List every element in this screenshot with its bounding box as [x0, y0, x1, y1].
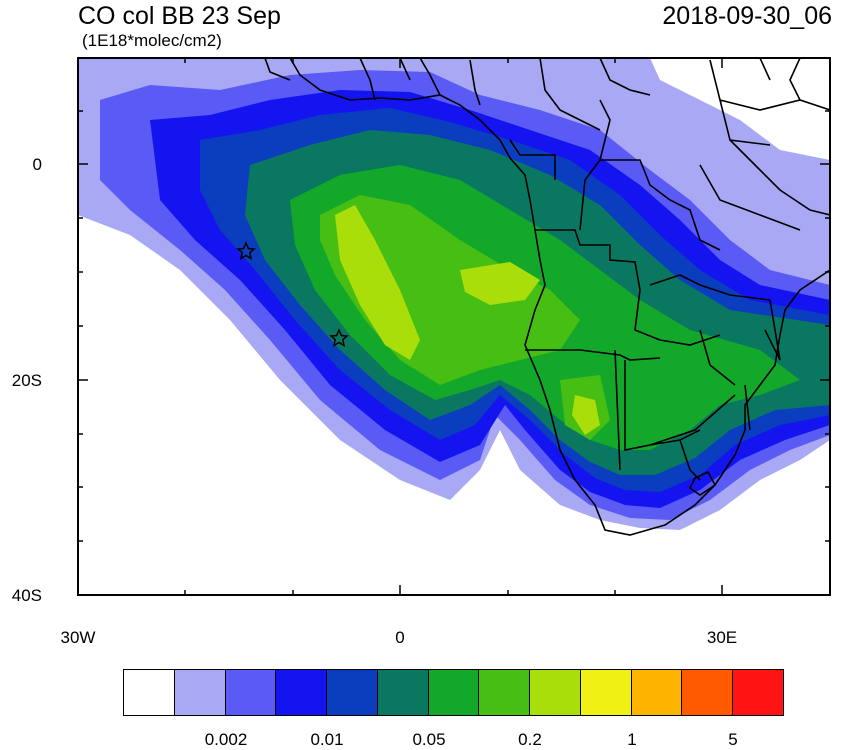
lat-label-20s: 20S [11, 371, 42, 390]
colorbar-swatch [376, 669, 429, 716]
colorbar-swatch [681, 669, 734, 716]
colorbar-swatch [478, 669, 531, 716]
colorbar-label: 0.05 [412, 730, 446, 749]
colorbar-swatch [732, 669, 784, 716]
plume-level-7 [320, 195, 610, 440]
lat-label-0: 0 [32, 155, 42, 174]
star-marker [236, 241, 256, 261]
colorbar-label: 0.002 [204, 730, 248, 749]
lon-label-30w: 30W [60, 628, 96, 647]
plume-level-8 [335, 205, 600, 435]
colorbar-swatch [326, 669, 378, 716]
colorbar-swatch [529, 669, 581, 716]
colorbar-label: 1 [627, 730, 637, 749]
map-title: CO col BB 23 Sep [78, 2, 281, 30]
co-plume [78, 58, 830, 530]
colorbar-swatch [123, 669, 175, 716]
country-borders [264, 58, 830, 496]
colorbar-swatch [579, 669, 632, 716]
units-label: (1E18*molec/cm2) [82, 31, 222, 50]
timestamp-label: 2018-09-30_06 [662, 2, 832, 30]
colorbar-swatch [173, 669, 226, 716]
colorbar-swatch [224, 669, 277, 716]
lon-label-0: 0 [395, 628, 405, 647]
coastlines [264, 58, 830, 536]
colorbar-swatch [275, 669, 328, 716]
star-marker [329, 328, 349, 348]
lat-label-40s: 40S [11, 586, 42, 605]
colorbar-label: 0.2 [518, 730, 542, 749]
colorbar-label: 5 [728, 730, 738, 749]
lon-label-30e: 30E [706, 628, 738, 647]
colorbar-swatch [630, 669, 683, 716]
colorbar [123, 669, 784, 716]
colorbar-label: 0.01 [310, 730, 344, 749]
axis-ticks [77, 58, 830, 596]
colorbar-swatch [427, 669, 480, 716]
